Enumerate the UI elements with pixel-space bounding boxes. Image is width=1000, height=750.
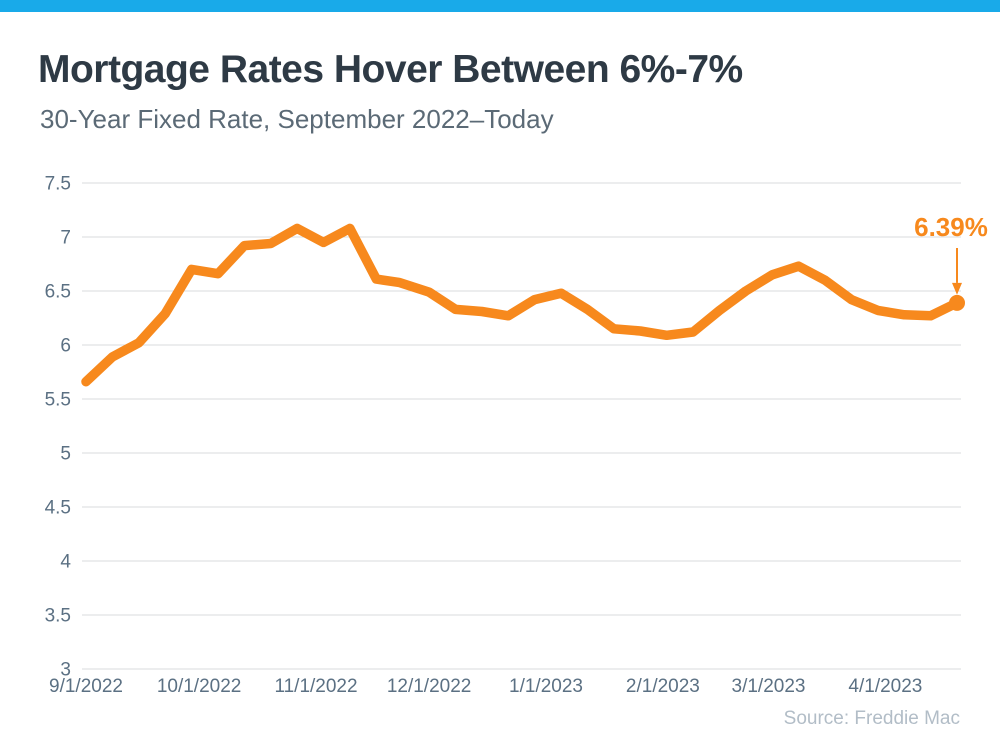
y-tick-label: 3.5 xyxy=(45,606,71,627)
x-tick-label: 1/1/2023 xyxy=(509,676,583,697)
y-tick-label: 6 xyxy=(60,336,71,357)
x-tick-label: 2/1/2023 xyxy=(626,676,700,697)
y-tick-label: 3 xyxy=(60,660,71,681)
x-tick-label: 9/1/2022 xyxy=(49,676,123,697)
y-tick-label: 7.5 xyxy=(45,174,71,195)
source-credit: Source: Freddie Mac xyxy=(783,708,960,729)
x-tick-label: 10/1/2022 xyxy=(157,676,242,697)
y-tick-label: 4.5 xyxy=(45,498,71,519)
mortgage-rate-line-chart: 7.5 7 6.5 6 5.5 5 4.5 4 3.5 39/1/2022 10/1/2022 11/… xyxy=(45,174,988,698)
annotation-arrow-head xyxy=(952,282,962,295)
x-tick-label: 12/1/2022 xyxy=(387,676,472,697)
y-tick-label: 7 xyxy=(60,228,71,249)
x-tick-label: 4/1/2023 xyxy=(848,676,922,697)
x-tick-label: 3/1/2023 xyxy=(732,676,806,697)
y-tick-label: 5.5 xyxy=(45,390,71,411)
page-subtitle: 30-Year Fixed Rate, September 2022–Today xyxy=(40,104,554,134)
top-accent-bar xyxy=(0,0,1000,12)
y-tick-label: 6.5 xyxy=(45,282,71,303)
y-tick-label: 5 xyxy=(60,444,71,465)
latest-point-marker xyxy=(949,294,965,311)
x-tick-label: 11/1/2022 xyxy=(274,676,357,697)
page-title: Mortgage Rates Hover Between 6%-7% xyxy=(38,48,743,91)
latest-rate-label: 6.39% xyxy=(914,212,988,242)
rate-line xyxy=(81,223,962,387)
y-tick-label: 4 xyxy=(60,552,71,573)
